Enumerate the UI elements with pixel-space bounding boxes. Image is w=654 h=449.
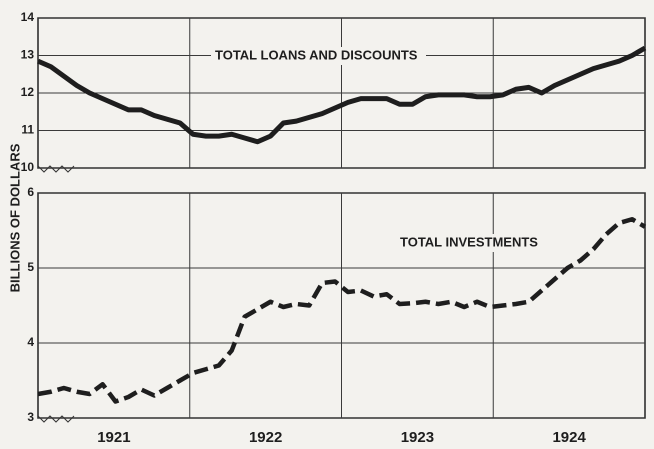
axis-break	[37, 165, 75, 173]
label-bg	[211, 47, 426, 65]
series-label: TOTAL INVESTMENTS	[400, 234, 538, 249]
y-tick-label: 6	[27, 185, 34, 199]
y-tick-label: 13	[21, 48, 35, 62]
series-label: TOTAL LOANS AND DISCOUNTS	[215, 47, 418, 62]
y-tick-label: 4	[27, 335, 34, 349]
data-line	[37, 45, 647, 145]
y-tick-label: 12	[21, 85, 35, 99]
y-tick-label: 5	[27, 260, 34, 274]
y-tick-label: 10	[21, 160, 35, 174]
x-tick-label: 1922	[249, 429, 282, 446]
y-tick-label: 14	[21, 10, 35, 24]
x-tick-label: 1921	[97, 429, 130, 446]
x-tick-label: 1923	[401, 429, 434, 446]
x-tick-label: 1924	[552, 429, 586, 446]
axis-break	[37, 415, 75, 423]
label-bg	[396, 234, 543, 252]
y-tick-label: 11	[21, 123, 34, 137]
y-axis-label: BILLIONS OF DOLLARS	[7, 143, 22, 292]
y-tick-label: 3	[27, 410, 34, 424]
